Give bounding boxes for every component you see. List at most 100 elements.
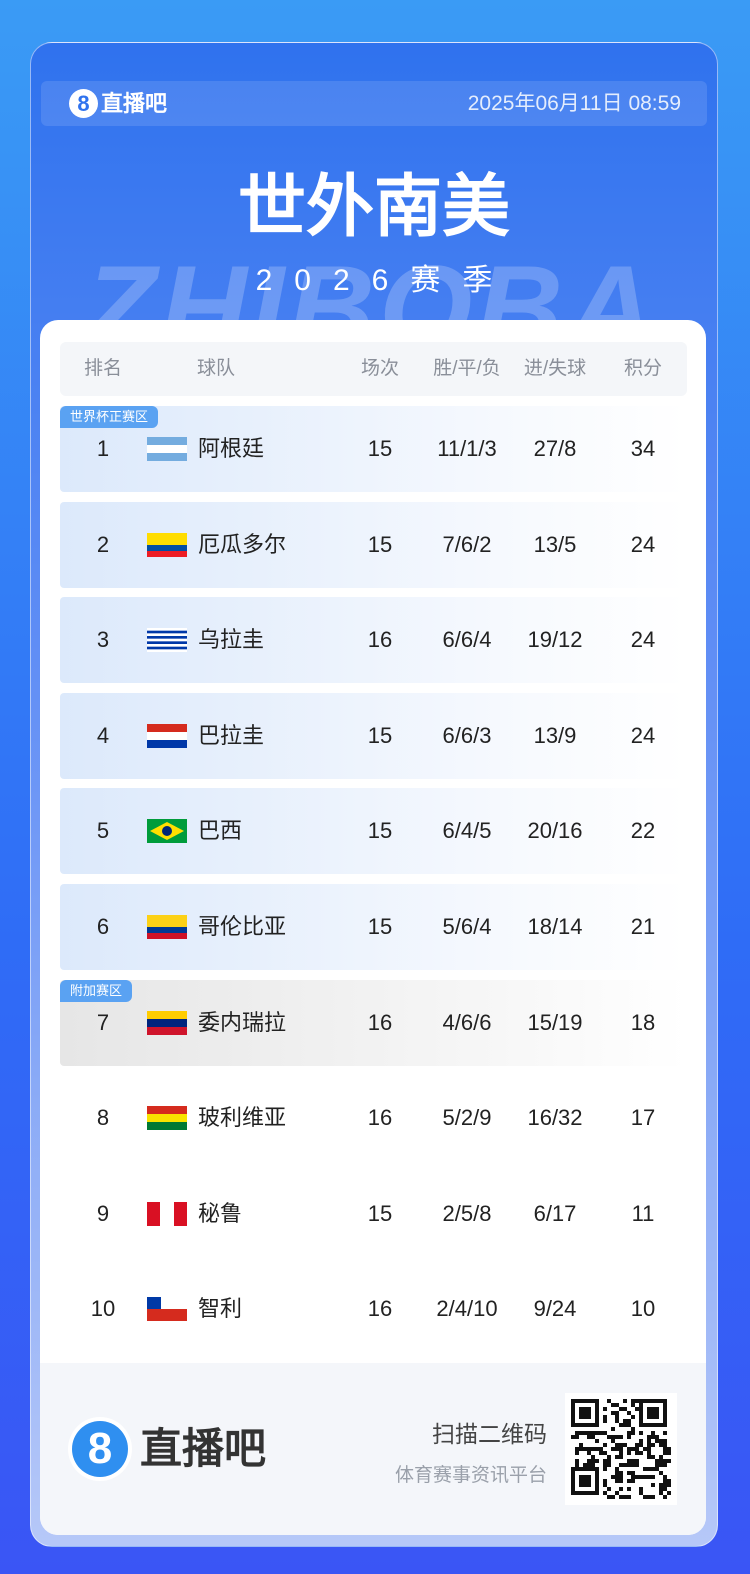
zone-label: 世界杯正赛区 <box>60 406 159 428</box>
footer-logo-text: 直播吧 <box>140 1425 267 1472</box>
footer-logo-mark: 8 <box>72 1421 128 1477</box>
qr-module <box>627 1471 631 1475</box>
qr-module <box>583 1447 587 1451</box>
flag <box>147 1106 187 1131</box>
team: 哥伦比亚 <box>198 914 287 939</box>
qr-module <box>587 1463 591 1467</box>
qr-module <box>635 1463 639 1467</box>
points: 24 <box>630 627 656 653</box>
zone-label: 附加赛区 <box>60 979 133 1002</box>
qr-module <box>647 1467 651 1471</box>
qr-module <box>667 1459 671 1463</box>
points: 18 <box>630 1009 656 1035</box>
wdl: 7/6/2 <box>442 531 492 557</box>
qr-module <box>615 1467 619 1471</box>
qr-module <box>647 1439 651 1443</box>
played: 15 <box>367 914 393 939</box>
qr-module <box>619 1451 623 1455</box>
flag-box <box>147 723 187 749</box>
qr-module <box>627 1459 631 1463</box>
qr-module <box>667 1491 671 1495</box>
logo-text: 直播吧 <box>101 91 168 116</box>
qr-module <box>591 1455 595 1459</box>
qr-module <box>627 1435 631 1439</box>
flag <box>147 437 187 462</box>
goals: 9/24 <box>533 1296 577 1322</box>
flag <box>147 1010 187 1035</box>
flag <box>147 628 187 653</box>
qr-module <box>575 1451 579 1455</box>
qr-module <box>603 1479 607 1483</box>
qr-module <box>651 1475 655 1479</box>
qr-module <box>611 1447 615 1451</box>
qr-module <box>615 1411 619 1415</box>
qr-module <box>663 1495 667 1499</box>
footer: 8 直播吧 扫描二维码 体育赛事资讯平台 <box>40 1363 706 1535</box>
qr-module <box>587 1451 591 1455</box>
flag-box <box>147 1297 187 1322</box>
flag <box>147 1297 187 1322</box>
qr-module <box>651 1431 655 1435</box>
qr-module <box>659 1471 663 1475</box>
qr-module <box>631 1431 635 1435</box>
flag-box <box>147 819 187 844</box>
qr-module <box>623 1463 627 1467</box>
qr-module <box>623 1419 627 1423</box>
qr-module <box>647 1475 651 1479</box>
table-row: 8 玻利维亚 16 5/2/9 16/32 17 <box>60 1075 687 1161</box>
qr-module <box>627 1419 631 1423</box>
qr-module <box>603 1467 607 1471</box>
qr-module <box>659 1439 663 1443</box>
qr-module <box>663 1479 667 1483</box>
qr-module <box>643 1467 647 1471</box>
qr-module <box>651 1495 655 1499</box>
played: 16 <box>367 1296 393 1322</box>
qr-module <box>599 1447 603 1451</box>
table-row: 1 阿根廷 15 11/1/3 27/8 34 <box>60 406 687 492</box>
wdl: 6/6/4 <box>442 627 492 653</box>
qr-module <box>651 1455 655 1459</box>
points: 21 <box>630 914 656 939</box>
qr-module <box>639 1475 643 1479</box>
qr-module <box>611 1439 615 1443</box>
qr-module <box>655 1467 659 1471</box>
qr-module <box>603 1463 607 1467</box>
team: 玻利维亚 <box>198 1105 287 1131</box>
qr-module <box>579 1407 591 1419</box>
qr-module <box>615 1479 619 1483</box>
qr-module <box>663 1443 667 1447</box>
team: 委内瑞拉 <box>198 1009 287 1035</box>
qr-module <box>659 1491 663 1495</box>
points: 22 <box>630 818 656 844</box>
qr-module <box>627 1479 631 1483</box>
qr-module <box>639 1431 643 1435</box>
qr-module <box>635 1447 639 1451</box>
rank: 10 <box>90 1296 116 1322</box>
qr-module <box>619 1487 623 1491</box>
qr-module <box>623 1407 627 1411</box>
qr-module <box>623 1495 627 1499</box>
table-row: 6 哥伦比亚 15 5/6/4 18/14 21 <box>60 884 687 970</box>
qr-module <box>635 1399 639 1403</box>
qr-module <box>603 1459 607 1463</box>
team: 智利 <box>198 1296 243 1322</box>
qr-module <box>667 1479 671 1483</box>
rank: 1 <box>96 436 110 461</box>
qr-module <box>631 1403 635 1407</box>
flag <box>147 1201 187 1226</box>
qr-module <box>631 1471 635 1475</box>
played: 15 <box>367 722 393 748</box>
qr-module <box>619 1475 623 1479</box>
rank: 4 <box>96 722 110 748</box>
qr-module <box>651 1435 655 1439</box>
goals: 13/5 <box>533 531 577 557</box>
column-header: 排名 <box>83 358 123 379</box>
rank: 7 <box>96 1009 110 1035</box>
qr-module <box>627 1487 631 1491</box>
qr-module <box>635 1475 639 1479</box>
played: 15 <box>367 436 393 461</box>
qr-module <box>663 1451 667 1455</box>
column-header: 球队 <box>197 358 236 379</box>
played: 15 <box>367 531 393 557</box>
